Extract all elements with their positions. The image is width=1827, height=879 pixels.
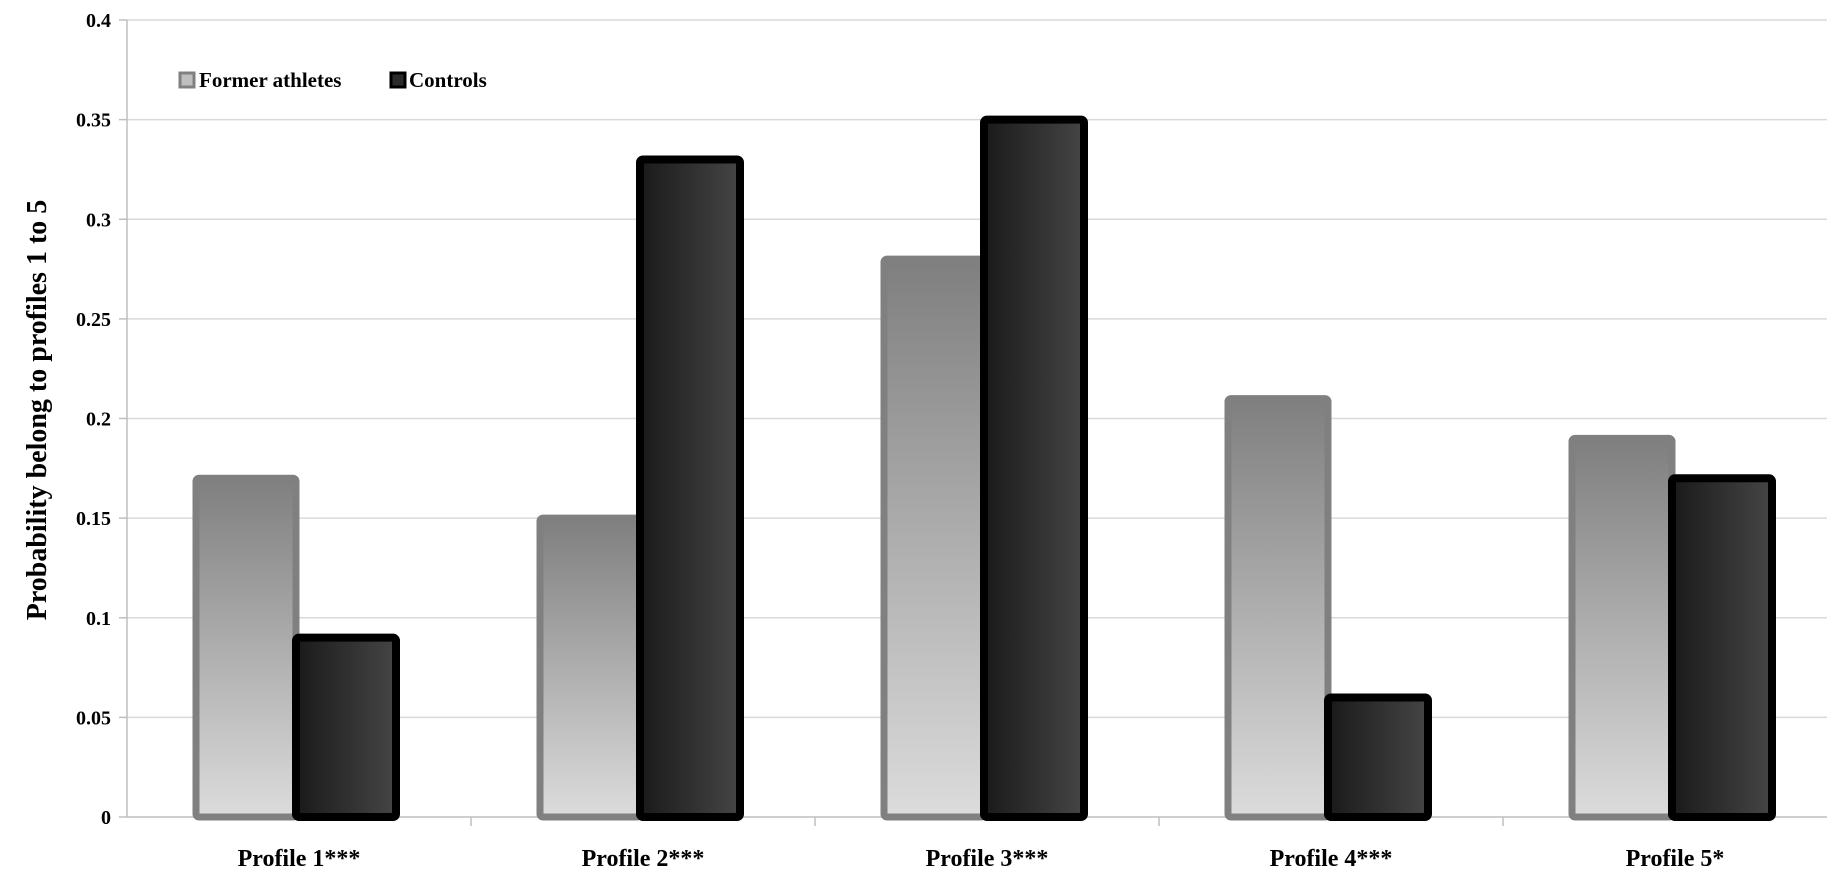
legend-swatch-controls xyxy=(389,71,407,89)
y-tick-label: 0.15 xyxy=(76,508,111,530)
y-tick-label: 0.3 xyxy=(86,209,111,231)
bar-controls xyxy=(980,115,1088,821)
y-tick-label: 0.1 xyxy=(86,608,111,630)
x-category-label: Profile 4*** xyxy=(1270,846,1393,872)
y-tick-label: 0.2 xyxy=(86,409,111,431)
bar-former-athletes xyxy=(536,514,644,821)
y-tick-label: 0.05 xyxy=(76,707,111,729)
bar-controls xyxy=(636,155,744,822)
bar-former-athletes xyxy=(1568,434,1676,821)
x-category-label: Profile 2*** xyxy=(582,846,705,872)
x-category-label: Profile 5* xyxy=(1626,846,1725,872)
y-tick-label: 0.35 xyxy=(76,110,111,132)
y-tick-label: 0 xyxy=(101,807,111,829)
bar-former-athletes xyxy=(1224,395,1332,821)
bars xyxy=(192,115,1776,822)
bar-former-athletes xyxy=(880,255,988,821)
bar-controls xyxy=(1324,693,1432,822)
y-tick-label: 0.25 xyxy=(76,309,111,331)
legend-swatch-former-athletes xyxy=(178,71,196,89)
legend-label-controls: Controls xyxy=(409,68,487,92)
bar-controls xyxy=(1668,474,1776,821)
legend-label-former-athletes: Former athletes xyxy=(199,68,341,92)
bar-controls xyxy=(292,633,400,821)
y-axis-title: Probability belong to profiles 1 to 5 xyxy=(22,200,53,621)
x-category-label: Profile 1*** xyxy=(238,846,361,872)
legend: Former athletes Controls xyxy=(178,68,487,92)
y-tick-label: 0.4 xyxy=(86,10,111,32)
axis-labels: 0 0.05 0.1 0.15 0.2 0.25 0.3 0.35 0.4 Profile 1**… xyxy=(76,10,1724,872)
x-category-label: Profile 3*** xyxy=(926,846,1049,872)
bar-former-athletes xyxy=(192,474,300,821)
